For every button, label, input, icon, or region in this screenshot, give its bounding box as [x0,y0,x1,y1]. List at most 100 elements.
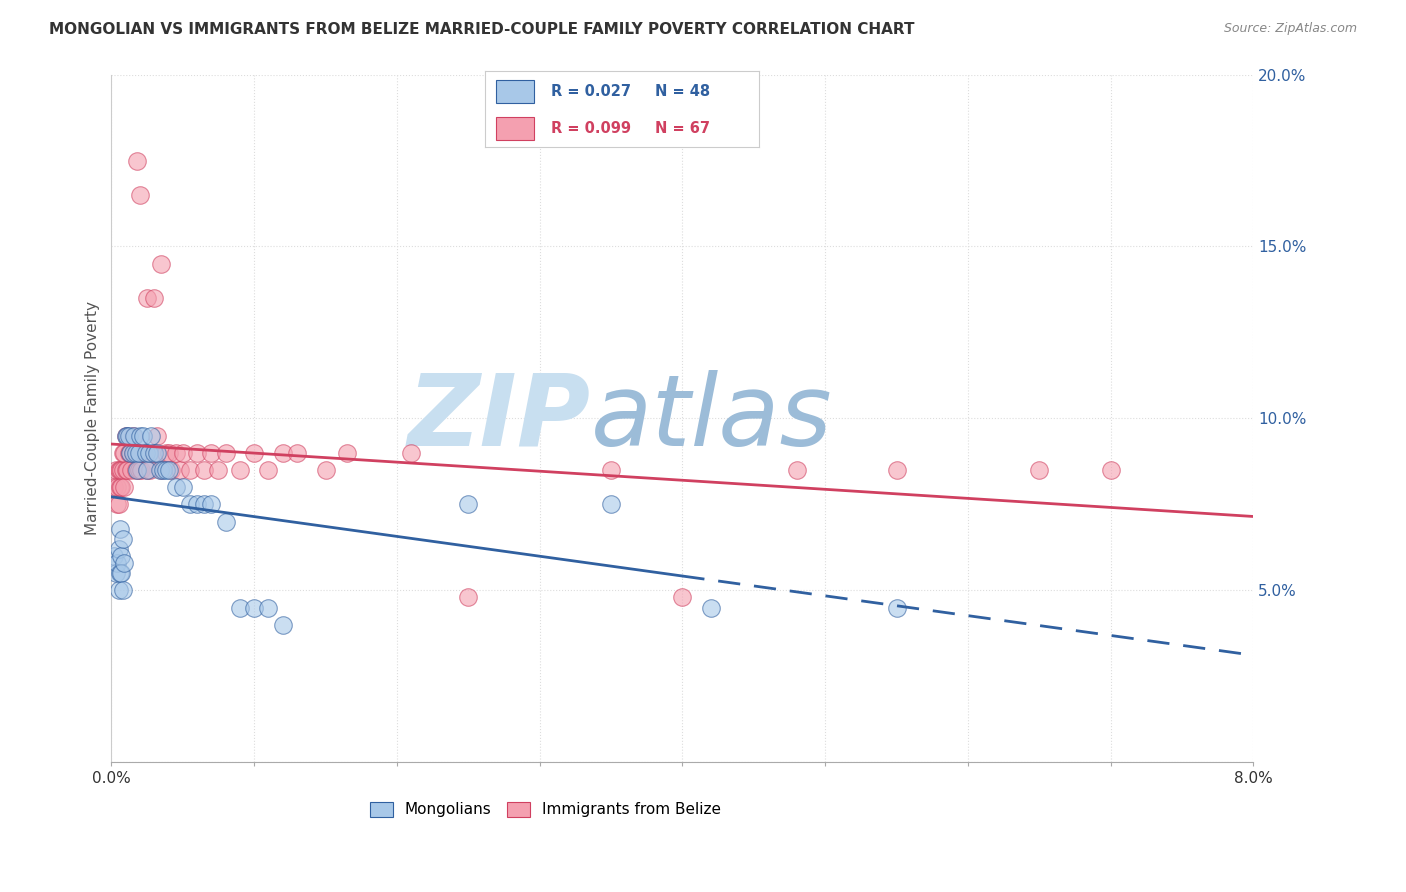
Point [127,463,149,477]
Point [110,463,132,477]
Text: ZIP: ZIP [408,370,591,467]
Point [179,463,201,477]
Point [207,463,229,477]
Point [118,446,141,460]
Point [110,480,132,494]
Point [165,480,187,494]
Point [886,463,908,477]
Point [143,291,166,305]
Text: Source: ZipAtlas.com: Source: ZipAtlas.com [1223,22,1357,36]
Point [146,446,169,460]
Point [193,498,215,512]
Point [138,446,160,460]
Point [143,446,166,460]
Point [136,291,159,305]
Point [105,498,128,512]
Point [114,428,136,442]
Point [399,446,422,460]
Point [115,463,138,477]
Point [786,463,808,477]
Point [600,498,623,512]
Point [135,446,157,460]
Point [103,480,125,494]
Point [271,618,294,632]
Point [124,463,146,477]
Point [150,257,173,271]
Point [155,463,177,477]
Point [257,463,280,477]
Point [229,463,252,477]
Point [134,446,156,460]
Point [457,498,479,512]
Point [139,463,162,477]
Point [200,498,222,512]
Point [112,556,135,570]
Point [157,446,180,460]
Point [122,428,145,442]
Point [104,566,127,581]
Point [120,463,142,477]
Point [112,446,135,460]
Point [115,428,138,442]
Point [186,498,208,512]
Point [129,446,152,460]
Point [127,446,149,460]
Point [108,480,131,494]
Point [200,446,222,460]
Point [150,463,173,477]
Point [128,446,150,460]
Point [114,428,136,442]
Point [193,463,215,477]
Text: R = 0.099: R = 0.099 [551,120,631,136]
Text: R = 0.027: R = 0.027 [551,85,631,99]
Point [132,428,155,442]
Point [229,600,252,615]
Point [886,600,908,615]
Point [155,446,177,460]
Point [107,498,129,512]
Point [117,446,139,460]
Point [107,463,129,477]
Point [111,463,134,477]
Point [186,446,208,460]
Point [117,428,139,442]
Point [105,556,128,570]
Point [110,549,132,563]
Bar [496,117,534,140]
Point [169,463,191,477]
Y-axis label: Married-Couple Family Poverty: Married-Couple Family Poverty [86,301,100,535]
Point [136,463,159,477]
Point [172,446,194,460]
Point [121,446,143,460]
Point [285,446,308,460]
Point [122,446,145,460]
Point [243,600,266,615]
Point [600,463,623,477]
Point [457,591,479,605]
Point [107,542,129,557]
Point [146,428,169,442]
Point [108,463,131,477]
Point [105,480,128,494]
Point [336,446,359,460]
Point [128,463,150,477]
Point [700,600,723,615]
Point [315,463,337,477]
Point [118,446,141,460]
Point [108,566,131,581]
Point [671,591,693,605]
Point [214,515,236,529]
Point [136,463,159,477]
Point [157,463,180,477]
Point [104,463,127,477]
Point [114,463,136,477]
Point [107,583,129,598]
Point [214,446,236,460]
Text: N = 48: N = 48 [655,85,710,99]
Point [179,498,201,512]
Bar [496,80,534,103]
Text: N = 67: N = 67 [655,120,710,136]
Point [243,446,266,460]
Point [121,446,143,460]
Point [103,549,125,563]
